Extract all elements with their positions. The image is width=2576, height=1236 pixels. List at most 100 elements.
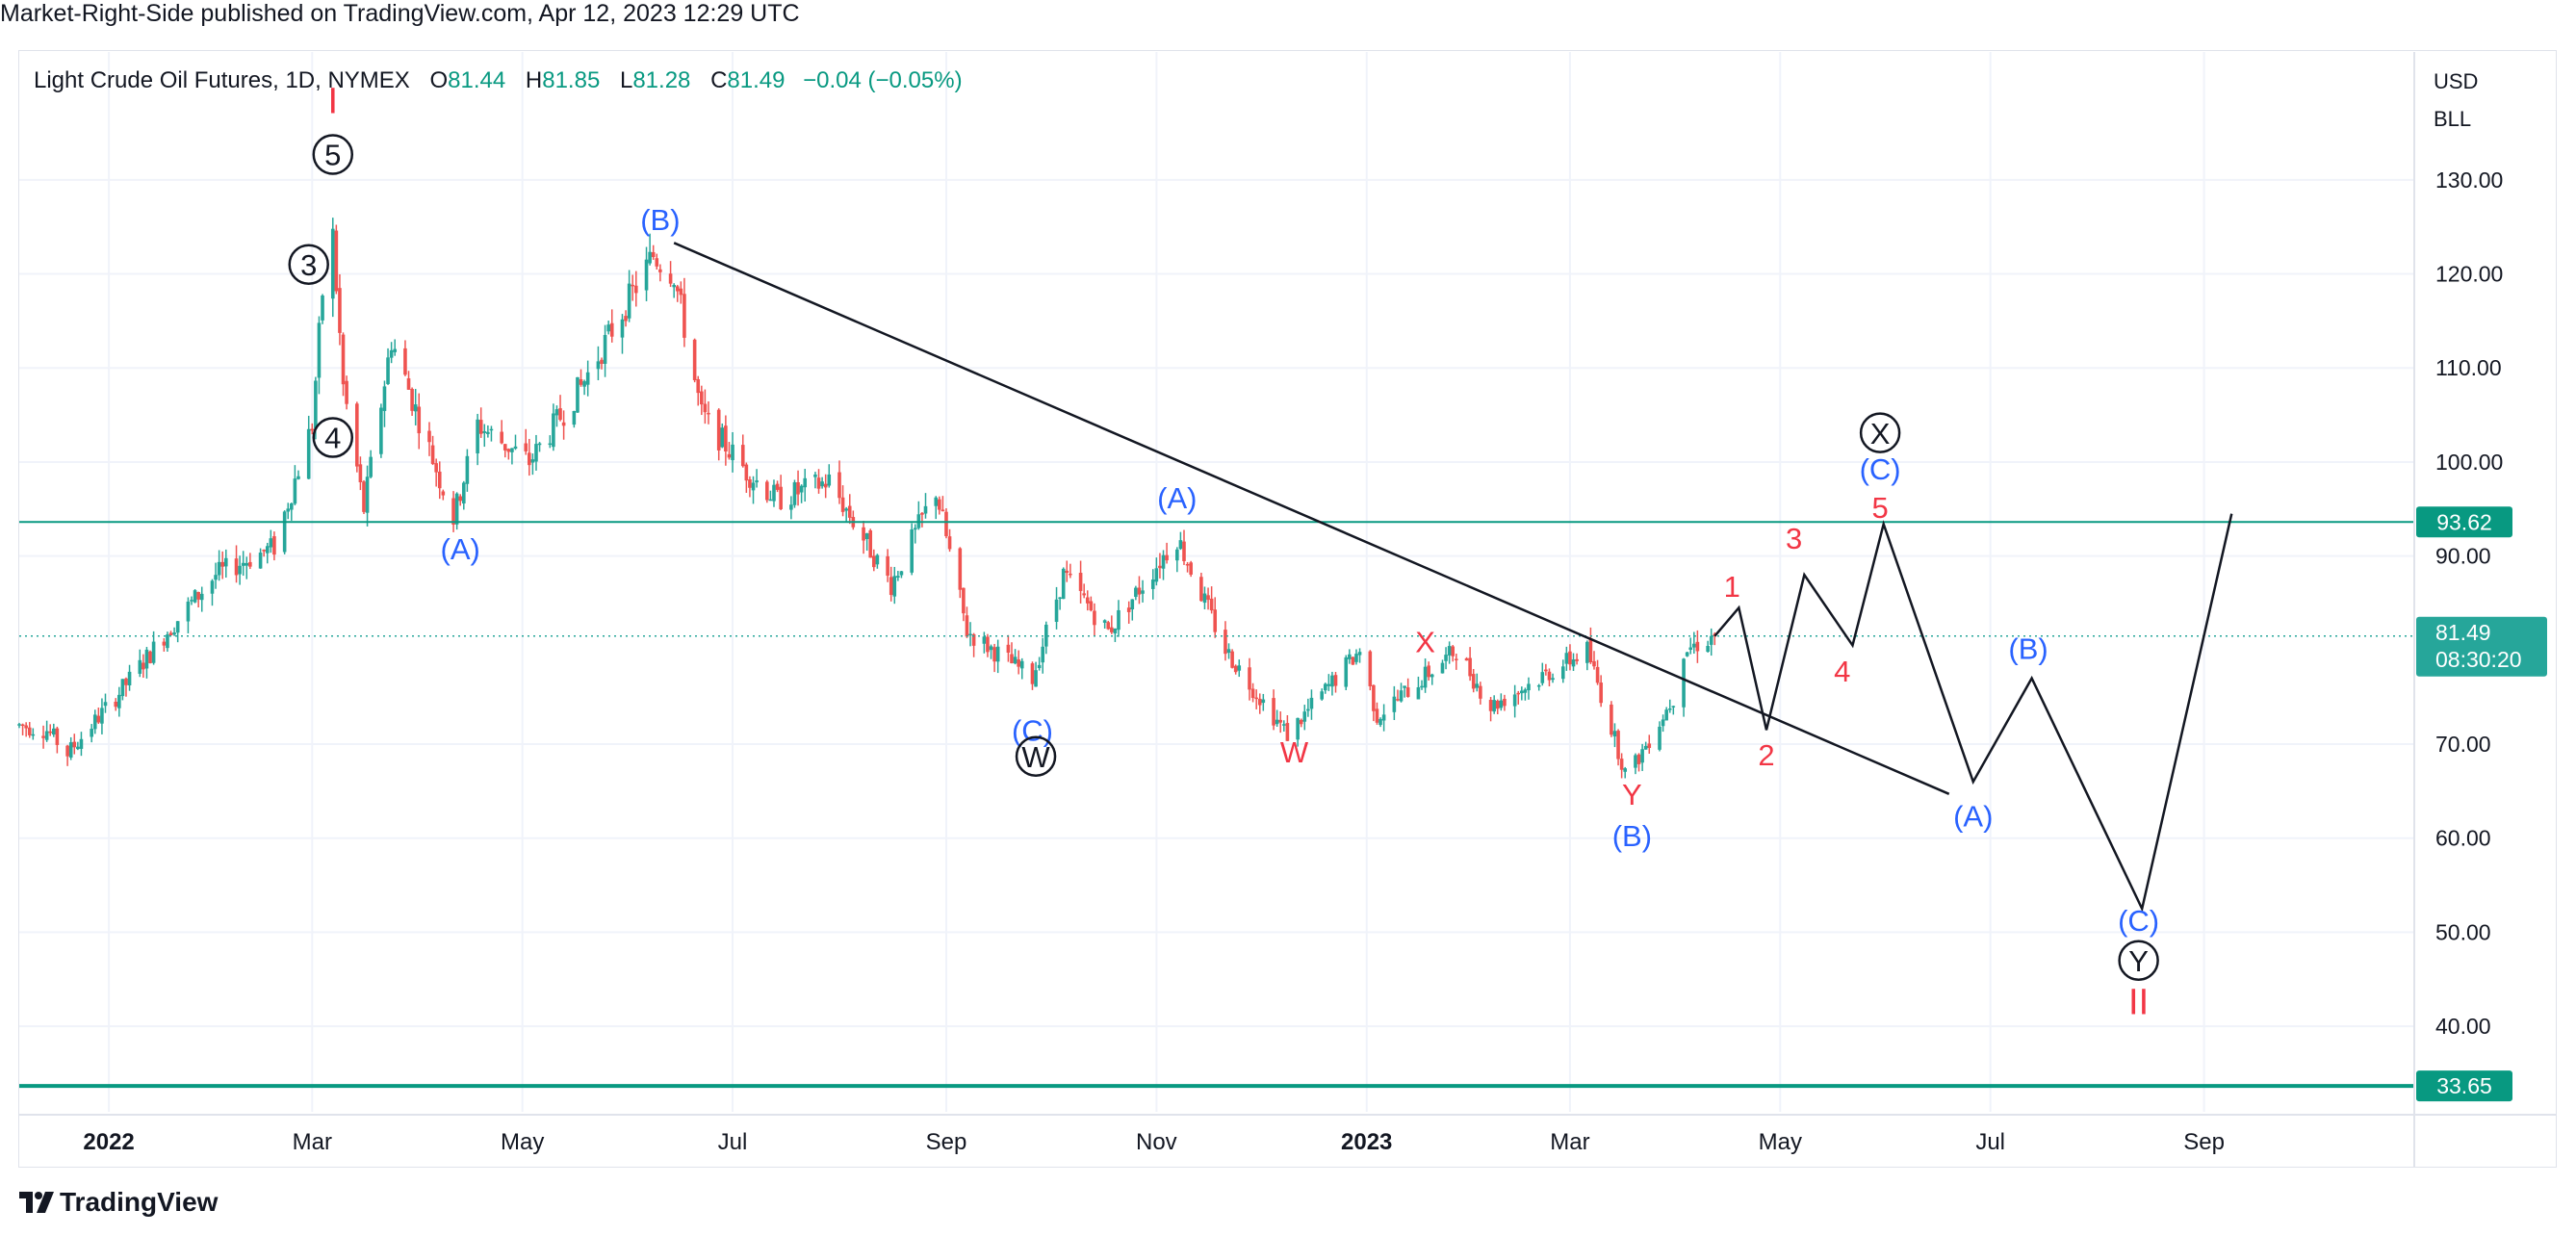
- candle-body: [1564, 653, 1569, 664]
- candle-body: [1058, 597, 1062, 600]
- close-label: C: [710, 67, 728, 93]
- candle-body: [1688, 647, 1693, 650]
- candle-body: [27, 727, 32, 735]
- candle-body: [1233, 665, 1238, 673]
- candle-body: [55, 728, 60, 745]
- candle-body: [755, 480, 759, 483]
- candle-body: [286, 508, 291, 512]
- wave-label: 5: [1871, 491, 1888, 525]
- candle-body: [1568, 651, 1572, 665]
- candle-body: [1709, 635, 1713, 645]
- candle-body: [796, 481, 800, 495]
- candle-body: [1440, 662, 1445, 674]
- candle-body: [321, 296, 324, 321]
- candle-body: [79, 738, 84, 749]
- wave-label: W: [1280, 735, 1309, 769]
- candle-body: [1254, 697, 1258, 700]
- candle-body: [1041, 646, 1045, 663]
- candle-body: [127, 671, 132, 685]
- candle-body: [1257, 698, 1262, 706]
- wave-label: (B): [2008, 632, 2048, 666]
- wave-label: (C): [1860, 452, 1901, 486]
- trend-line: [673, 242, 1950, 795]
- candle-body: [1571, 659, 1576, 667]
- candle-body: [1592, 660, 1596, 667]
- candle-body: [651, 251, 656, 258]
- candle-body: [379, 407, 383, 454]
- candle-body: [214, 575, 218, 580]
- candle-body: [478, 420, 483, 434]
- candle-body: [358, 464, 363, 482]
- candle-body: [1479, 685, 1482, 699]
- candle-body: [624, 316, 628, 322]
- candle-body: [1381, 714, 1386, 721]
- symbol-name[interactable]: Light Crude Oil Futures, 1D, NYMEX: [34, 67, 410, 93]
- candle-body: [1468, 657, 1472, 677]
- candle-body: [1464, 657, 1469, 661]
- candle-body: [1392, 696, 1397, 712]
- candle-body: [1527, 683, 1531, 691]
- candle-body: [840, 497, 845, 512]
- candle-body: [1199, 577, 1203, 602]
- candle-body: [1647, 743, 1652, 749]
- candle-body: [668, 273, 673, 284]
- candle-body: [910, 528, 914, 573]
- footer-brand[interactable]: TradingView: [19, 1187, 218, 1218]
- candle-body: [148, 651, 152, 663]
- candle-body: [1492, 700, 1496, 712]
- candle-body: [1540, 672, 1545, 683]
- candle-body: [779, 486, 783, 509]
- price-tick-label: 120.00: [2435, 262, 2503, 287]
- candle-body: [1396, 699, 1400, 701]
- level-tag-label: 93.62: [2436, 509, 2492, 534]
- currency-unit[interactable]: USD BLL: [2434, 63, 2478, 138]
- candle-body: [24, 725, 28, 729]
- wave-label: (A): [1157, 481, 1197, 515]
- high-label: H: [525, 67, 543, 93]
- candle-body: [1226, 649, 1231, 654]
- last-price-label: 81.49: [2435, 620, 2491, 645]
- candle-body: [1682, 658, 1686, 708]
- price-tick-label: 110.00: [2435, 355, 2502, 380]
- candle-body: [220, 561, 225, 567]
- candle-body: [889, 577, 893, 596]
- candle-body: [269, 538, 273, 548]
- candle-body: [995, 646, 1000, 662]
- candle-body: [114, 701, 118, 708]
- candle-body: [548, 443, 553, 446]
- candle-body: [166, 634, 169, 649]
- candle-body: [217, 561, 221, 576]
- symbol-legend[interactable]: Light Crude Oil Futures, 1D, NYMEX O81.4…: [34, 67, 963, 94]
- candle-body: [1444, 655, 1448, 661]
- candle-body: [1451, 646, 1455, 657]
- candle-body: [700, 391, 704, 405]
- candle-body: [1010, 654, 1014, 664]
- candle-body: [1126, 607, 1131, 612]
- candle-body: [262, 550, 266, 552]
- low-label: L: [619, 67, 633, 93]
- currency-label: USD: [2434, 69, 2479, 93]
- candle-body: [1333, 675, 1338, 686]
- candle-body: [727, 453, 732, 458]
- candle-body: [1706, 646, 1710, 653]
- candle-body: [799, 485, 804, 493]
- candle-body: [513, 446, 518, 450]
- candle-body: [1612, 731, 1617, 737]
- candle-body: [620, 319, 625, 338]
- candle-body: [1623, 768, 1628, 772]
- candle-body: [1692, 643, 1696, 648]
- candle-body: [813, 474, 817, 477]
- candle-body: [606, 324, 610, 332]
- wave-label-circle: [312, 134, 354, 175]
- candle-body: [1185, 563, 1190, 566]
- candle-body: [603, 335, 607, 364]
- candle-body: [100, 708, 104, 724]
- candle-body: [293, 478, 297, 504]
- candle-body: [1551, 678, 1555, 681]
- candle-body: [51, 728, 56, 735]
- candle-body: [92, 714, 97, 730]
- candle-body: [585, 372, 590, 385]
- candle-body: [886, 555, 889, 577]
- candle-body: [1320, 691, 1324, 700]
